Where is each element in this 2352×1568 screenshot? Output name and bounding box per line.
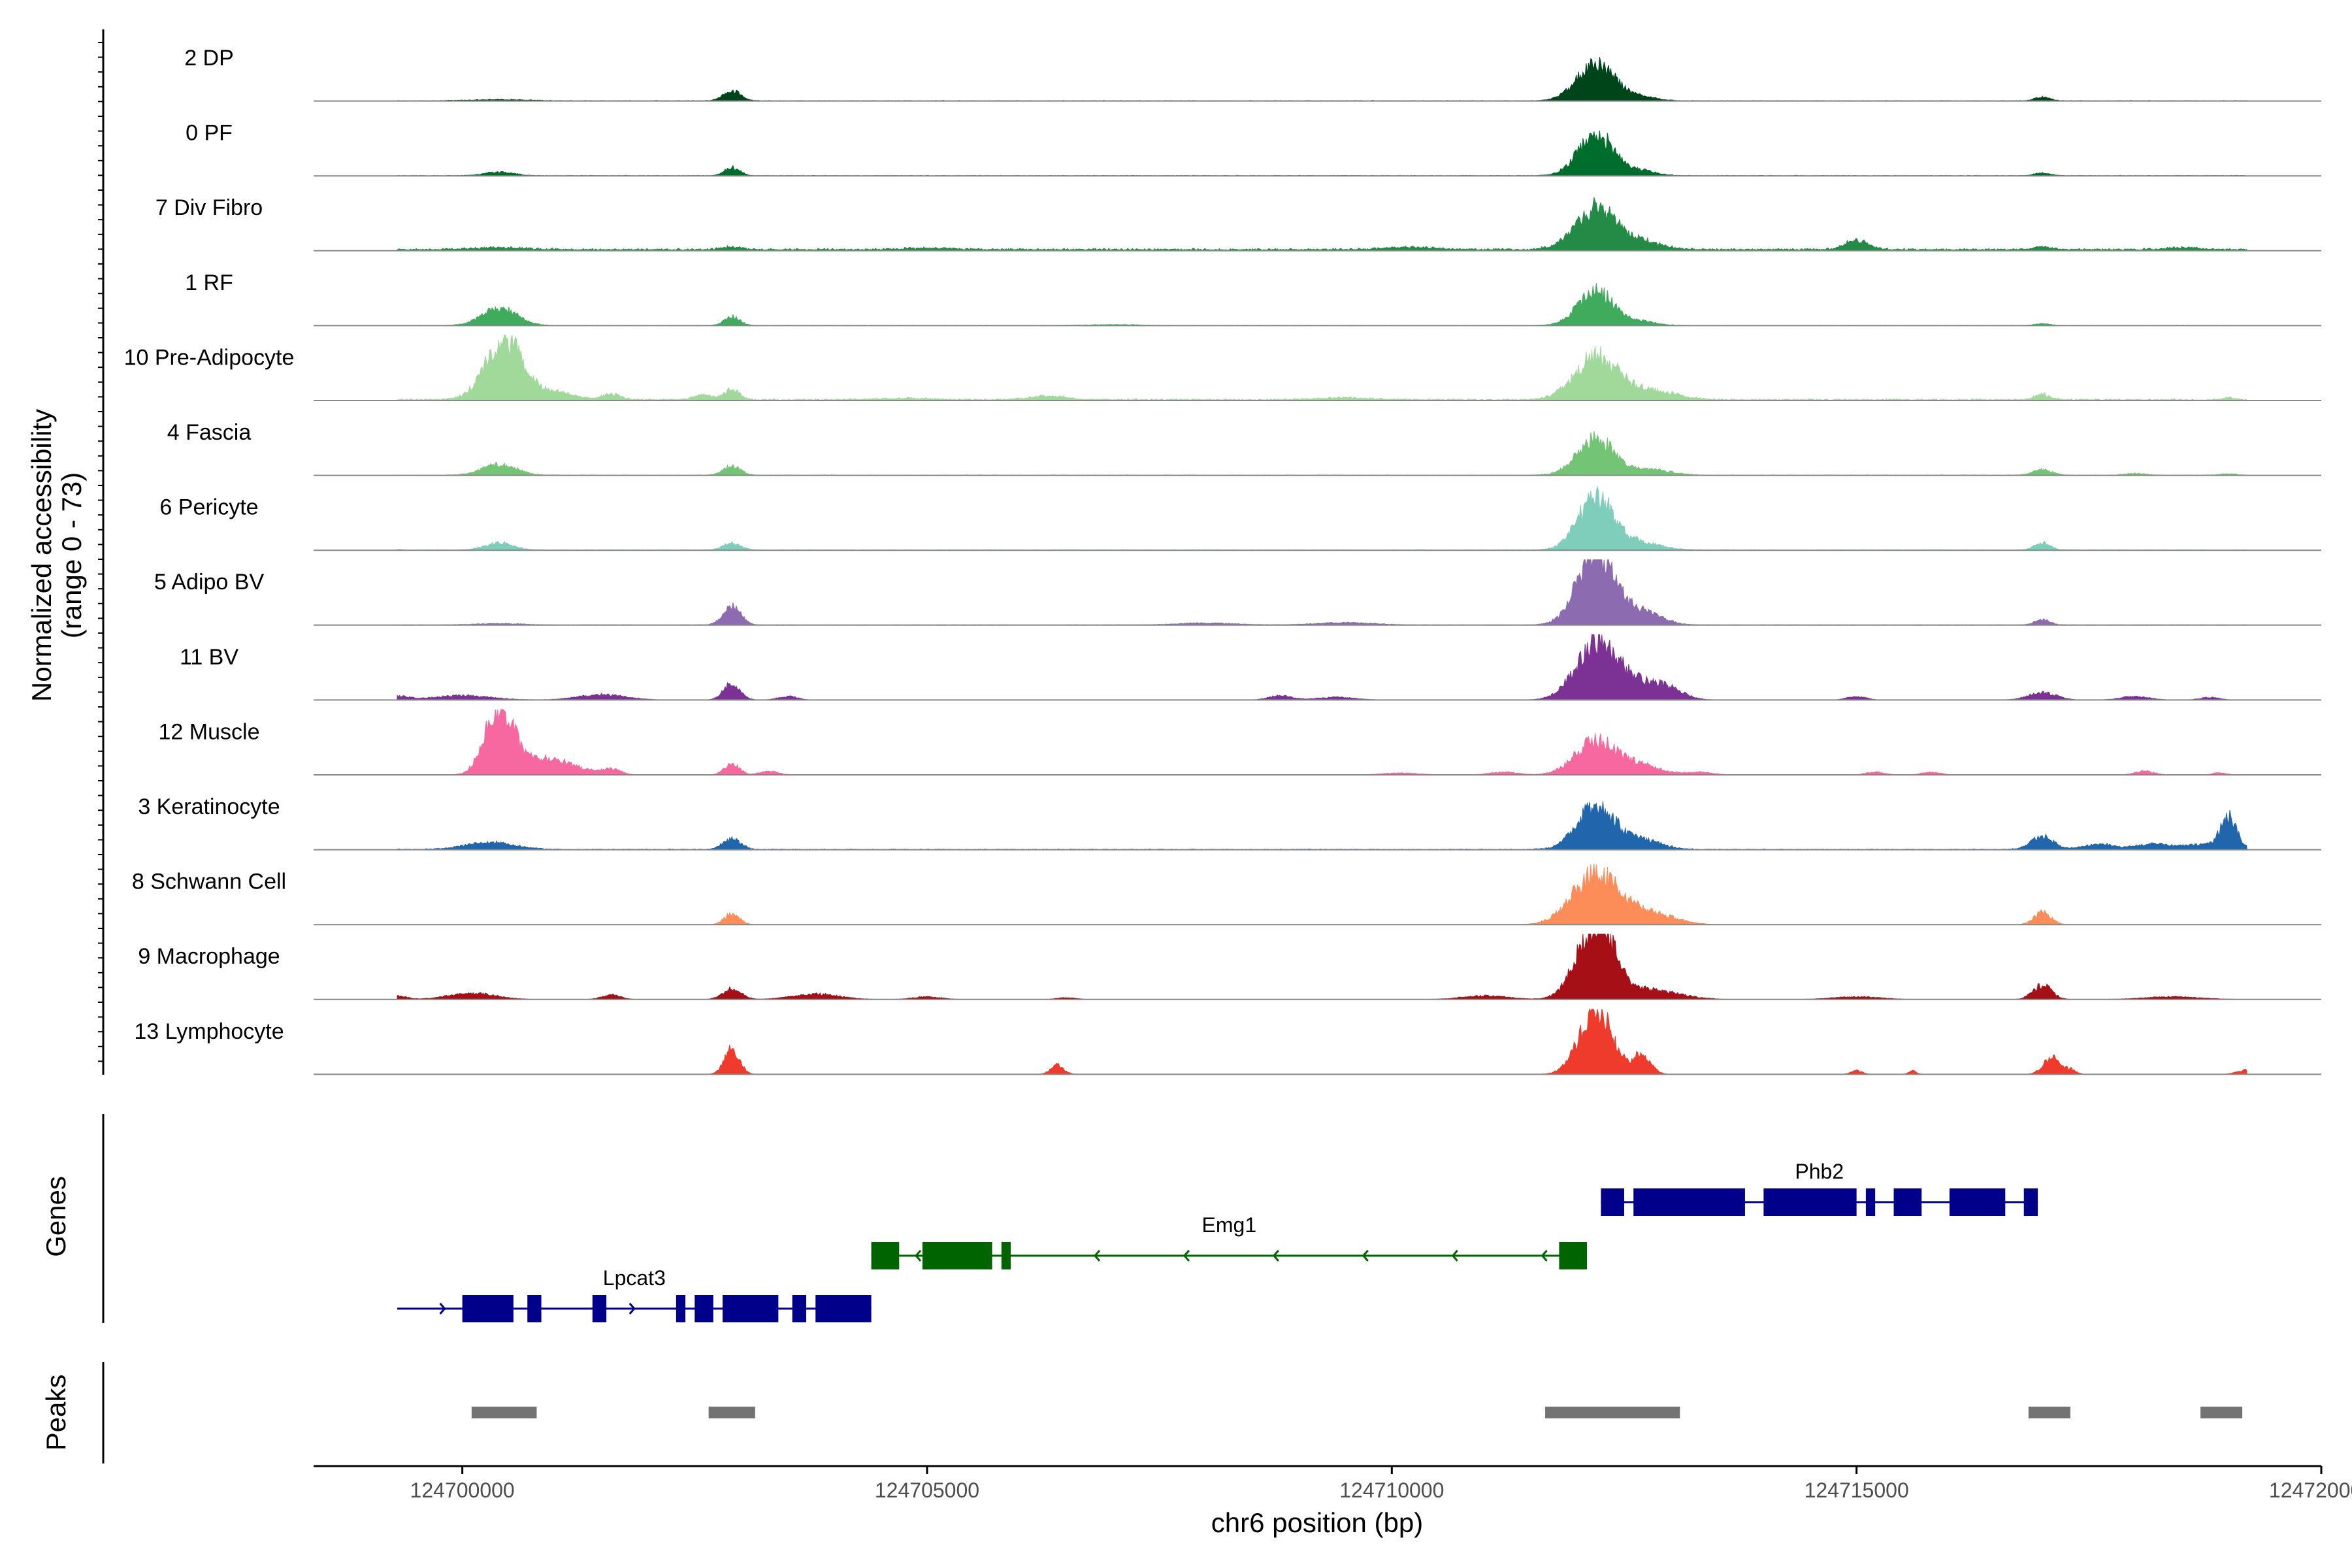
gene-lpcat3: Lpcat3	[397, 1266, 872, 1322]
exon	[1949, 1188, 2006, 1216]
track-label: 9 Macrophage	[138, 944, 280, 969]
peak-region	[2200, 1407, 2243, 1418]
x-tick-label: 124720000	[2269, 1478, 2352, 1502]
x-tick-label: 124700000	[410, 1478, 515, 1502]
track-label: 7 Div Fibro	[155, 195, 263, 220]
track-6-pericyte: 6 Pericyte	[159, 485, 2321, 551]
coverage-area	[397, 864, 2247, 925]
track-label: 5 Adipo BV	[154, 570, 265, 595]
coverage-area	[397, 57, 2248, 102]
exon	[1865, 1188, 1876, 1216]
strand-arrow	[1541, 1250, 1548, 1262]
track-8-schwann-cell: 8 Schwann Cell	[132, 864, 2321, 926]
exon	[462, 1295, 514, 1322]
track-9-macrophage: 9 Macrophage	[138, 934, 2321, 1000]
gene-phb2: Phb2	[1601, 1160, 2038, 1216]
strand-arrow	[1272, 1250, 1279, 1262]
peak-region	[708, 1407, 755, 1418]
y-axis-label: Normalized accessibility	[26, 409, 57, 702]
track-12-muscle: 12 Muscle	[159, 709, 2321, 776]
exon	[815, 1295, 872, 1322]
genes-track-label: Genes	[41, 1176, 71, 1257]
exon	[1001, 1242, 1011, 1269]
coverage-area	[397, 335, 2248, 401]
exon	[1601, 1188, 1624, 1216]
exon	[871, 1242, 900, 1269]
exon	[676, 1295, 686, 1322]
exon	[722, 1295, 779, 1322]
track-label: 0 PF	[186, 121, 233, 146]
peaks-track	[102, 1362, 2243, 1463]
track-0-pf: 0 PF	[186, 121, 2321, 177]
track-1-rf: 1 RF	[185, 270, 2321, 327]
track-label: 12 Muscle	[159, 719, 260, 744]
x-axis-label: chr6 position (bp)	[1211, 1507, 1424, 1538]
exon	[1893, 1188, 1922, 1216]
strand-arrow	[1183, 1250, 1190, 1262]
x-axis: 124700000 124705000 124710000 124715000 1247…	[314, 1465, 2352, 1502]
track-label: 11 BV	[180, 645, 238, 670]
gene-name-label: Lpcat3	[603, 1266, 666, 1290]
strand-arrow	[1362, 1250, 1369, 1262]
exon	[2023, 1188, 2038, 1216]
coverage-area	[397, 934, 2247, 1000]
gene-annotation-track: Phb2 Emg1 Lpcat3	[102, 1114, 2038, 1323]
peak-region	[1545, 1407, 1680, 1418]
exon	[922, 1242, 992, 1269]
track-label: 8 Schwann Cell	[132, 870, 286, 894]
track-13-lymphocyte: 13 Lymphocyte	[134, 1007, 2321, 1075]
gene-emg1: Emg1	[871, 1213, 1588, 1269]
exon	[1559, 1242, 1588, 1269]
y-axis	[98, 29, 105, 1075]
exon	[792, 1295, 807, 1322]
track-label: 3 Keratinocyte	[138, 794, 280, 819]
track-5-adipo-bv: 5 Adipo BV	[154, 559, 2321, 626]
coverage-area	[397, 431, 2248, 476]
coverage-area	[397, 283, 2247, 326]
gene-name-label: Emg1	[1202, 1213, 1257, 1237]
track-label: 6 Pericyte	[159, 495, 258, 520]
exon	[527, 1295, 542, 1322]
coverage-area	[397, 197, 2247, 252]
coverage-area	[397, 485, 2248, 551]
x-tick-label: 124705000	[875, 1478, 979, 1502]
track-2-dp: 2 DP	[184, 46, 2321, 102]
coverage-area	[397, 130, 2247, 176]
coverage-tracks: 2 DP 0 PF 7 Div Fibro 1 RF 10 Pre-Adipocyte 4…	[124, 46, 2321, 1075]
track-7-div-fibro: 7 Div Fibro	[155, 195, 2321, 252]
exon	[1763, 1188, 1857, 1216]
track-4-fascia: 4 Fascia	[167, 420, 2321, 476]
x-tick-label: 124710000	[1339, 1478, 1444, 1502]
peaks-track-label: Peaks	[41, 1375, 71, 1451]
track-label: 1 RF	[185, 270, 233, 295]
coverage-area	[397, 634, 2247, 700]
strand-arrow	[1451, 1250, 1458, 1262]
strand-arrow	[439, 1303, 446, 1315]
track-10-pre-adipocyte: 10 Pre-Adipocyte	[124, 335, 2321, 401]
coverage-area	[397, 1007, 2247, 1075]
track-label: 2 DP	[184, 46, 234, 71]
peak-region	[2028, 1407, 2070, 1418]
coverage-area	[397, 709, 2247, 776]
peak-region	[471, 1407, 537, 1418]
track-11-bv: 11 BV	[180, 634, 2321, 701]
exon	[694, 1295, 713, 1322]
x-tick-label: 124715000	[1805, 1478, 1909, 1502]
track-label: 10 Pre-Adipocyte	[124, 345, 295, 370]
track-3-keratinocyte: 3 Keratinocyte	[138, 794, 2321, 851]
coverage-area	[397, 801, 2247, 851]
track-label: 4 Fascia	[167, 420, 252, 445]
y-axis-range-label: (range 0 - 73)	[56, 472, 87, 638]
exon	[592, 1295, 607, 1322]
strand-arrow	[915, 1250, 922, 1262]
strand-arrow	[1093, 1250, 1101, 1262]
coverage-area	[397, 559, 2247, 626]
gene-name-label: Phb2	[1795, 1160, 1844, 1183]
strand-arrow	[629, 1303, 636, 1315]
track-label: 13 Lymphocyte	[134, 1019, 284, 1044]
exon	[1633, 1188, 1745, 1216]
